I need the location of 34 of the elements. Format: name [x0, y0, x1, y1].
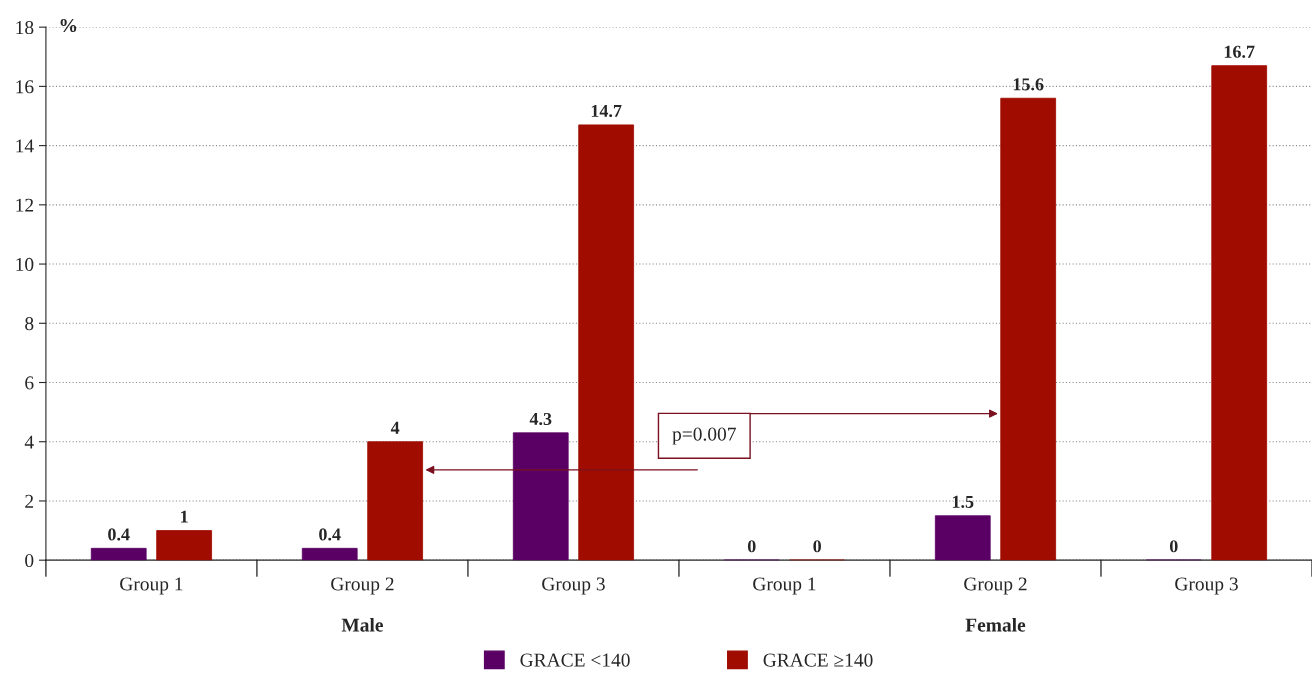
- y-tick-label: 2: [25, 494, 34, 508]
- data-label: 0: [747, 540, 756, 553]
- legend-label: GRACE <140: [520, 653, 630, 667]
- data-label: 4: [390, 421, 400, 434]
- data-label: 1: [181, 510, 188, 523]
- y-tick-label: 10: [16, 257, 34, 271]
- y-tick-label: 0: [25, 553, 34, 568]
- data-label: 4.3: [529, 412, 552, 426]
- legend-label: GRACE ≥140: [763, 653, 873, 667]
- data-label: 15.6: [1013, 78, 1044, 91]
- y-tick-label: 18: [16, 20, 34, 35]
- text: Female: [965, 617, 1026, 632]
- data-label: 14.7: [591, 104, 622, 118]
- y-tick-label: 14: [16, 139, 34, 153]
- x-tick-label: Group 3: [1175, 577, 1238, 595]
- x-tick-label: Group 1: [753, 577, 816, 595]
- x-tick-label: Group 2: [331, 577, 394, 595]
- y-tick-label: 4: [24, 435, 34, 449]
- data-label: 0.4: [319, 528, 341, 541]
- data-label: 1.5: [952, 495, 974, 508]
- x-tick-label: Group 1: [120, 577, 183, 595]
- annotation: p=0.007: [672, 427, 736, 445]
- y-tick-label: 16: [16, 80, 34, 94]
- x-tick-label: Group 3: [542, 577, 605, 595]
- data-label: 0: [813, 540, 821, 553]
- y-tick-label: 6: [25, 376, 34, 390]
- x-tick-label: Group 2: [964, 577, 1027, 595]
- y-tick-label: 8: [25, 317, 34, 331]
- y-axis-title: %: [60, 18, 77, 33]
- text: Male: [341, 617, 383, 632]
- data-label: 0: [1169, 540, 1178, 553]
- data-label: 16.7: [1224, 45, 1255, 58]
- data-label: 0.4: [108, 528, 130, 541]
- y-tick-label: 12: [16, 198, 34, 212]
